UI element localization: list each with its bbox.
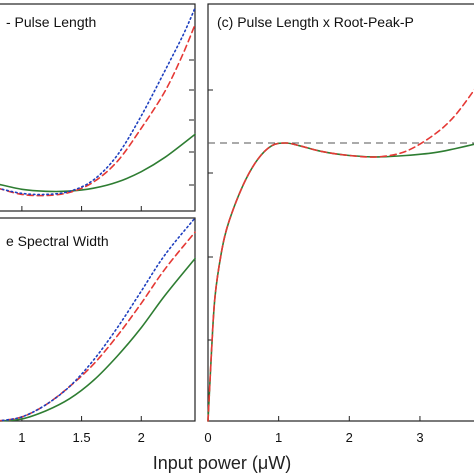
panel-right-frame [207, 3, 474, 422]
panel-right: 0 1 2 3 (c) Pulse Length x Root-Peak-P [204, 3, 474, 445]
panel-right-series [207, 88, 474, 422]
panel-upper-left-y-ticks [189, 59, 194, 186]
panel-lower-left-frame [0, 217, 196, 422]
panel-upper-left-x-ticks [21, 206, 142, 211]
panel-right-x-tick-label: 3 [416, 430, 423, 445]
panel-lower-left: 1 1.5 2 e Spectral Width [0, 217, 196, 445]
panel-upper-left-series-solid-line [0, 133, 196, 193]
panel-right-series-dashed-line [207, 88, 474, 422]
panel-right-x-tick-label: 2 [346, 430, 353, 445]
panel-upper-left: - Pulse Length [0, 3, 196, 212]
panel-right-title: (c) Pulse Length x Root-Peak-P [217, 14, 414, 30]
panel-lower-left-title: e Spectral Width [6, 233, 109, 249]
panel-upper-left-frame [0, 3, 196, 212]
panel-upper-left-series-dashed-line [0, 23, 196, 197]
x-axis-label: Input power (μW) [153, 453, 291, 473]
panel-lower-left-x-tick-label: 1.5 [73, 430, 91, 445]
panel-lower-left-series [0, 217, 196, 422]
panel-upper-left-title: - Pulse Length [6, 14, 96, 30]
panel-lower-left-series-dotted-line [0, 217, 196, 422]
panel-lower-left-x-tick-label: 1 [18, 430, 25, 445]
panel-right-x-tick-label: 1 [275, 430, 282, 445]
panel-right-x-tick-labels: 0 1 2 3 [204, 430, 423, 445]
panel-upper-left-series-dotted-line [0, 7, 196, 196]
panel-right-y-ticks [208, 89, 213, 341]
panel-right-x-tick-label: 0 [204, 430, 211, 445]
panel-lower-left-x-tick-labels: 1 1.5 2 [18, 430, 145, 445]
panel-upper-left-series [0, 7, 196, 197]
panel-lower-left-x-tick-label: 2 [138, 430, 145, 445]
panel-lower-left-series-solid-line [0, 257, 196, 422]
